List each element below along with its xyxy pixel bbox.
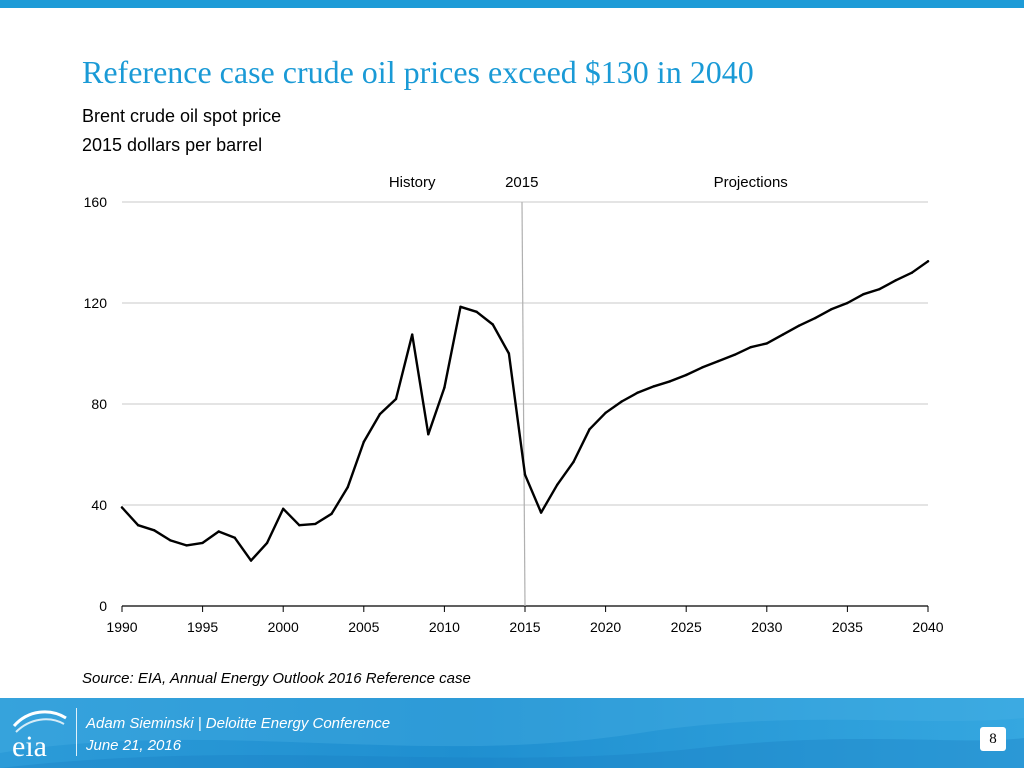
chart-subtitle: Brent crude oil spot price <box>82 106 282 126</box>
data-point-2037 <box>878 287 881 291</box>
series <box>120 260 930 562</box>
footer-banner: eia Adam Sieminski | Deloitte Energy Con… <box>0 698 1024 768</box>
data-point-2031 <box>781 333 785 336</box>
data-point-2022 <box>636 391 639 394</box>
footer-wave-decoration <box>0 698 1024 768</box>
x-tick-label-1995: 1995 <box>187 619 218 635</box>
x-tick-label-2030: 2030 <box>751 619 782 635</box>
gridlines <box>122 201 928 506</box>
data-point-2009 <box>427 433 430 436</box>
series-line-brent <box>120 260 930 562</box>
y-tick-label-160: 160 <box>84 194 108 210</box>
annotation-projections: Projections <box>714 174 788 191</box>
data-point-2005 <box>362 440 365 444</box>
y-tick-label-40: 40 <box>91 497 107 513</box>
data-point-2002 <box>314 522 317 526</box>
data-point-1991 <box>136 524 140 527</box>
data-point-2013 <box>491 323 494 326</box>
x-tick-label-2010: 2010 <box>429 619 460 635</box>
presentation-date: June 21, 2016 <box>86 737 182 754</box>
data-point-2024 <box>668 380 672 383</box>
data-point-2008 <box>411 333 414 336</box>
data-point-1994 <box>185 544 188 547</box>
x-tick-label-1990: 1990 <box>106 619 137 635</box>
data-point-2015 <box>523 473 527 476</box>
data-point-2011 <box>459 305 462 308</box>
divider-line <box>521 201 526 607</box>
x-tick-label-2015: 2015 <box>509 619 540 635</box>
data-point-2014 <box>507 352 511 355</box>
slide-title: Reference case crude oil prices exceed $… <box>82 54 754 90</box>
presenter-line: Adam Sieminski | Deloitte Energy Confere… <box>86 715 391 732</box>
data-point-1998 <box>249 559 253 562</box>
data-point-2028 <box>733 353 736 356</box>
data-point-2007 <box>394 397 398 401</box>
data-point-2039 <box>910 271 914 274</box>
data-point-2029 <box>749 346 752 349</box>
data-point-2017 <box>556 483 559 486</box>
x-tick-label-2040: 2040 <box>912 619 943 635</box>
top-accent-bar <box>0 0 1024 8</box>
data-point-1993 <box>169 539 172 542</box>
y-tick-label-80: 80 <box>91 396 107 412</box>
data-point-2006 <box>378 412 382 416</box>
data-point-2020 <box>604 411 607 414</box>
data-point-2027 <box>717 359 720 363</box>
data-point-2003 <box>330 512 333 515</box>
data-point-1990 <box>120 506 124 509</box>
oil-price-chart: 0 40 80 120 160 1990 1995 2000 2005 2010 2015 2020 2… <box>84 174 944 635</box>
data-point-2025 <box>685 373 688 377</box>
eia-logo[interactable]: eia <box>6 704 70 762</box>
data-point-2001 <box>298 524 301 527</box>
source-note: Source: EIA, Annual Energy Outlook 2016 … <box>82 670 471 687</box>
data-point-2019 <box>588 428 591 431</box>
data-point-2023 <box>652 385 656 388</box>
data-point-2034 <box>830 308 833 311</box>
data-point-2036 <box>862 293 865 296</box>
data-point-2038 <box>894 279 897 282</box>
data-point-2000 <box>282 507 285 510</box>
annotation-2015: 2015 <box>505 174 538 191</box>
history-projection-divider <box>521 201 526 607</box>
x-tick-label-2035: 2035 <box>832 619 863 635</box>
data-point-2012 <box>475 310 478 313</box>
data-point-2026 <box>701 366 704 369</box>
footer-divider <box>76 708 77 756</box>
x-tick-label-2025: 2025 <box>671 619 702 635</box>
data-point-2032 <box>797 324 801 327</box>
data-point-2021 <box>620 400 623 403</box>
y-tick-label-0: 0 <box>99 598 107 614</box>
annotation-history: History <box>389 174 436 191</box>
chart-units: 2015 dollars per barrel <box>82 135 263 155</box>
data-point-1995 <box>201 541 204 545</box>
x-tick-label-2000: 2000 <box>268 619 299 635</box>
data-point-2004 <box>346 486 349 489</box>
data-point-1999 <box>265 541 269 545</box>
axis-labels: 0 40 80 120 160 1990 1995 2000 2005 2010 2015 2020 2… <box>84 174 944 635</box>
data-point-2016 <box>539 511 543 514</box>
axes <box>121 605 929 612</box>
data-point-2040 <box>926 260 930 263</box>
eia-logo-text: eia <box>12 730 47 762</box>
data-point-2033 <box>814 316 817 320</box>
x-tick-label-2020: 2020 <box>590 619 621 635</box>
data-point-1992 <box>153 529 156 532</box>
data-point-1997 <box>233 536 236 539</box>
data-point-1996 <box>217 530 220 533</box>
data-point-2010 <box>443 386 446 389</box>
page-number: 8 <box>980 727 1006 751</box>
y-tick-label-120: 120 <box>84 295 108 311</box>
data-point-2035 <box>846 301 849 305</box>
data-point-2018 <box>572 460 575 464</box>
data-point-2030 <box>765 342 768 345</box>
x-tick-label-2005: 2005 <box>348 619 379 635</box>
